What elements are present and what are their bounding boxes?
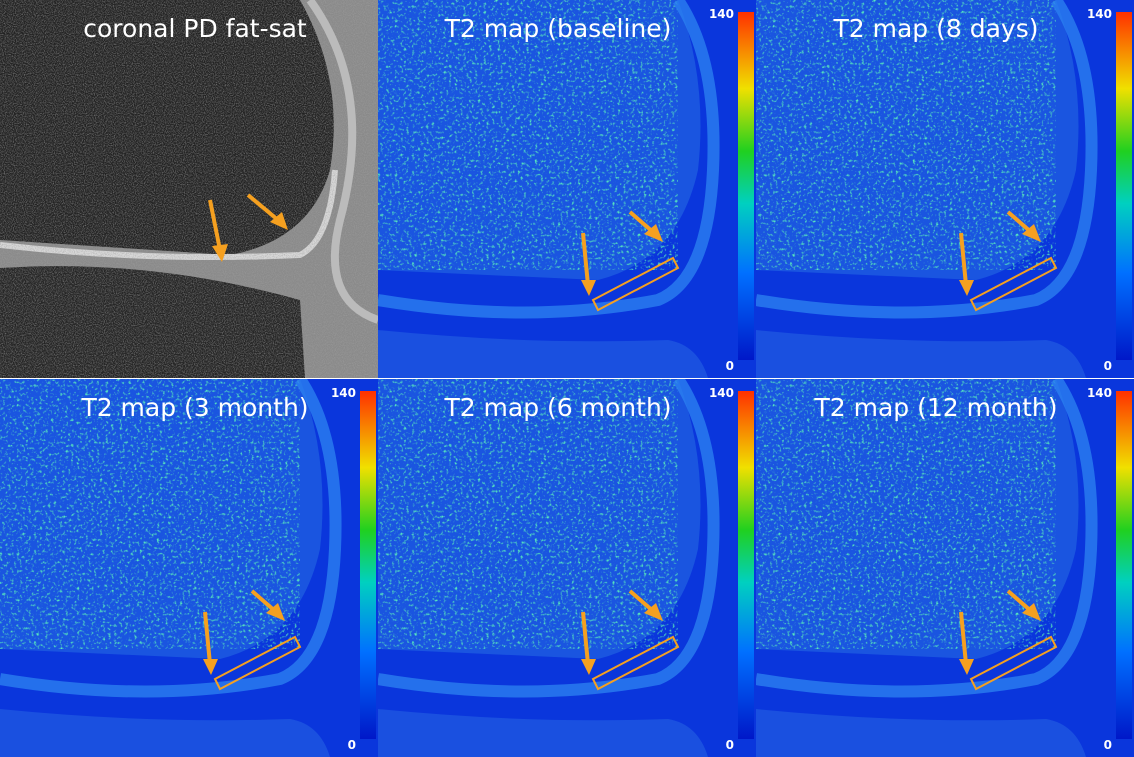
arrow-head: [959, 659, 974, 675]
spots: [756, 379, 1056, 649]
arrow: [628, 210, 655, 234]
colorbar-min: 0: [726, 359, 734, 373]
image-panel: 140 0 T2 map (baseline): [378, 0, 756, 378]
arrow-head: [644, 603, 663, 621]
grain: [0, 0, 378, 378]
panel-title: T2 map (baseline): [444, 14, 672, 43]
cartilage-band: [0, 379, 342, 698]
tibia-region: [378, 709, 708, 757]
arrow-head: [581, 659, 596, 675]
roi-box: [213, 635, 302, 691]
colorbar-max: 140: [709, 386, 734, 400]
spots: [378, 379, 678, 649]
arrow-head: [266, 603, 285, 621]
arrow-head: [1022, 224, 1041, 242]
panel-title: T2 map (6 month): [443, 393, 671, 422]
spots: [756, 0, 1056, 270]
colorbar-min: 0: [348, 738, 356, 752]
colorbar-min: 0: [1104, 738, 1112, 752]
colorbar: [738, 391, 754, 739]
arrow-head: [1022, 603, 1041, 621]
colorbar: [738, 12, 754, 360]
capsule: [306, 0, 378, 324]
arrow: [246, 193, 280, 222]
arrow: [1006, 589, 1033, 613]
roi-box: [591, 635, 680, 691]
arrow: [581, 232, 590, 286]
image-panel: 140 0 T2 map (8 days): [756, 0, 1134, 378]
image-panel: 140 0 T2 map (12 month): [756, 379, 1134, 757]
cartilage-band: [378, 379, 720, 698]
image-panel: 140 0 T2 map (6 month): [378, 379, 756, 757]
colorbar: [1116, 12, 1132, 360]
arrow: [203, 611, 212, 665]
arrow: [250, 589, 277, 613]
arrow: [581, 611, 590, 665]
cartilage-band: [756, 0, 1098, 319]
colorbar-max: 140: [1087, 386, 1112, 400]
panel-title: T2 map (12 month): [813, 393, 1057, 422]
roi-box: [969, 256, 1058, 312]
image-panel: coronal PD fat-sat: [0, 0, 378, 378]
arrow: [208, 199, 222, 251]
tibia-region: [0, 709, 330, 757]
arrow: [959, 611, 968, 665]
colorbar-min: 0: [1104, 359, 1112, 373]
colorbar-max: 140: [709, 7, 734, 21]
arrow-head: [270, 212, 288, 230]
cartilage-band: [378, 0, 720, 319]
panel-title: T2 map (3 month): [80, 393, 308, 422]
colorbar-min: 0: [726, 738, 734, 752]
panel-title: T2 map (8 days): [833, 14, 1039, 43]
image-panel: 140 0 T2 map (3 month): [0, 379, 378, 757]
spots: [0, 379, 300, 649]
tibia-region: [756, 709, 1086, 757]
panel-title: coronal PD fat-sat: [83, 14, 307, 43]
roi-box: [969, 635, 1058, 691]
arrow-head: [203, 659, 218, 675]
arrow: [1006, 210, 1033, 234]
arrow: [959, 232, 968, 286]
cartilage-band: [756, 379, 1098, 698]
tibia-region: [378, 330, 708, 378]
arrow: [628, 589, 655, 613]
arrow-head: [581, 280, 596, 296]
tibia-region: [756, 330, 1086, 378]
colorbar: [360, 391, 376, 739]
colorbar: [1116, 391, 1132, 739]
arrow-head: [959, 280, 974, 296]
colorbar-max: 140: [331, 386, 356, 400]
colorbar-max: 140: [1087, 7, 1112, 21]
roi-box: [591, 256, 680, 312]
arrow-head: [644, 224, 663, 242]
spots: [378, 0, 678, 270]
arrow-head: [212, 244, 228, 262]
